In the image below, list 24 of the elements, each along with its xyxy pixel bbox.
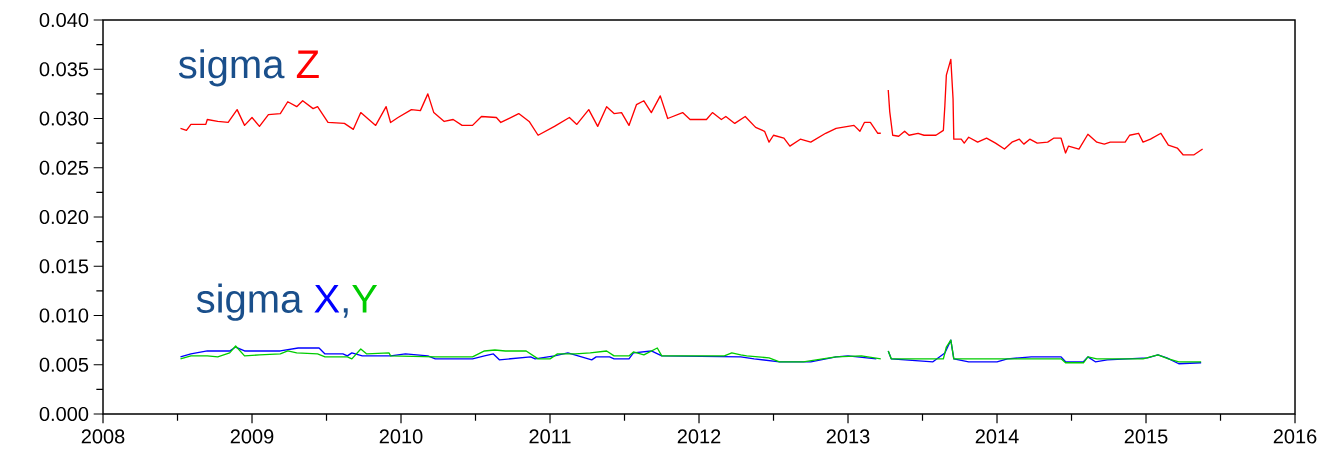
x-tick-label: 2016	[1273, 429, 1317, 444]
y-tick-label: 0.035	[39, 62, 89, 77]
series-label: Y	[352, 285, 378, 313]
x-tick-label: 2012	[677, 429, 721, 444]
annotation: ,	[343, 308, 348, 318]
annotation: sigma	[178, 49, 285, 87]
y-tick-label: 0.020	[39, 209, 89, 225]
y-tick-label: 0.030	[39, 111, 89, 126]
annotation: sigma	[196, 283, 303, 321]
y-tick-label: 0.010	[39, 308, 89, 323]
x-tick-label: 2011	[529, 429, 571, 444]
y-tick-label: 0.015	[39, 259, 89, 274]
series-label: X	[314, 285, 340, 313]
x-tick-label: 2008	[81, 429, 125, 444]
x-tick-label: 2009	[230, 429, 274, 444]
series-label: Z	[296, 50, 319, 79]
x-tick-label: 2015	[1124, 429, 1168, 444]
x-tick-label: 2014	[975, 429, 1019, 444]
y-tick-label: 0.005	[39, 357, 89, 372]
x-tick-label: 2010	[379, 429, 423, 444]
y-tick-label: 0.000	[39, 406, 89, 422]
x-tick-label: 2013	[826, 429, 870, 444]
y-tick-label: 0.040	[39, 12, 89, 28]
y-tick-label: 0.025	[39, 160, 89, 175]
